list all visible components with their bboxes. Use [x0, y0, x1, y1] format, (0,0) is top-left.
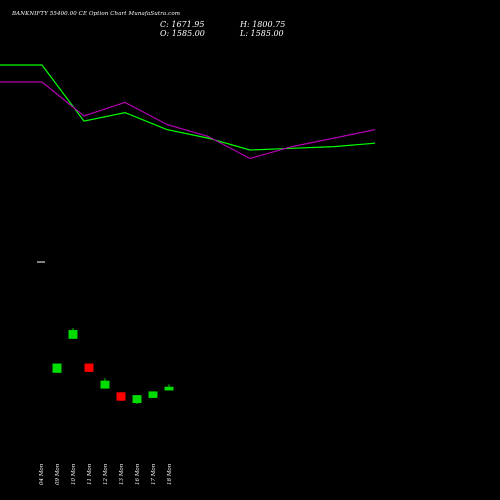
x-tick-label: 04 Mon: [39, 463, 45, 485]
high-value: H: 1800.75: [240, 20, 286, 29]
x-tick-label: 17 Mon: [151, 463, 157, 485]
candle-body-12-mon: [100, 380, 110, 389]
open-value: O: 1585.00: [160, 29, 205, 38]
candles: [37, 261, 174, 404]
candle-body-17-mon: [148, 391, 158, 398]
x-tick-label: 13 Mon: [119, 463, 125, 485]
green-indicator-line: [0, 64, 376, 151]
x-tick-label: 10 Mon: [71, 463, 77, 485]
x-tick-label: 12 Mon: [103, 463, 109, 485]
candle-body-09-mon: [52, 363, 62, 373]
x-tick-label: 16 Mon: [135, 463, 141, 485]
x-tick-label: 11 Mon: [87, 463, 93, 485]
candle-body-16-mon: [132, 395, 142, 404]
x-axis-labels: 04 Mon 09 Mon 10 Mon 11 Mon 12 Mon 13 Mon 16 M…: [39, 463, 173, 485]
low-value: L: 1585.00: [240, 29, 284, 38]
candle-body-11-mon: [84, 363, 94, 372]
close-value: C: 1671.95: [160, 20, 205, 29]
candle-body-10-mon: [68, 330, 78, 339]
purple-indicator-line: [0, 81, 376, 160]
x-tick-label: 18 Mon: [167, 463, 173, 485]
candle-body-13-mon: [116, 392, 126, 401]
chart-title: BANKNIFTY 55400.00 CE Option Chart Munaf…: [12, 11, 181, 17]
x-tick-label: 09 Mon: [55, 463, 61, 485]
indicator-lines: [0, 64, 376, 160]
candle-body-18-mon: [164, 386, 174, 391]
